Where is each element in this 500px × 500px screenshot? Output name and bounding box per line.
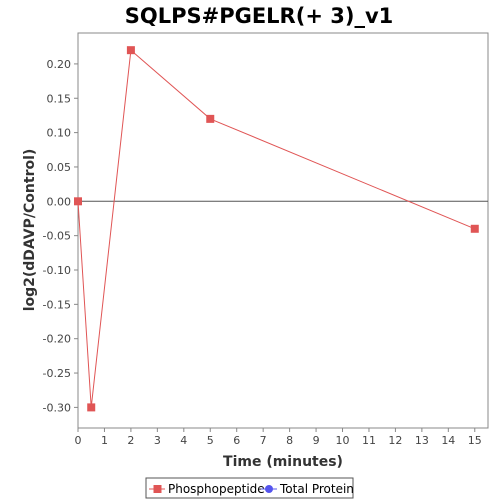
legend: Phosphopeptide Total Protein xyxy=(145,477,354,499)
y-tick-label: 0.05 xyxy=(47,161,72,174)
y-tick-label: -0.30 xyxy=(43,401,71,414)
data-point xyxy=(126,46,135,55)
x-tick-label: 2 xyxy=(127,434,134,447)
y-tick-label: -0.25 xyxy=(43,367,71,380)
legend-frame xyxy=(145,477,354,499)
legend-label-total-protein: Total Protein xyxy=(279,482,354,496)
y-tick-label: -0.10 xyxy=(43,264,71,277)
x-tick-label: 9 xyxy=(313,434,320,447)
y-axis-label: log2(dDAVP/Control) xyxy=(22,149,38,312)
y-axis: 0.20 0.15 0.10 0.05 0.00 -0.05 -0.10 -0.15 -0.20… xyxy=(43,58,78,414)
x-tick-label: 0 xyxy=(75,434,82,447)
legend-label-phosphopeptide: Phosphopeptide xyxy=(168,482,265,496)
chart-title: SQLPS#PGELR(+ 3)_v1 xyxy=(125,4,394,28)
y-tick-label: -0.05 xyxy=(43,230,71,243)
data-point xyxy=(74,197,82,206)
x-tick-label: 3 xyxy=(154,434,161,447)
legend-marker-phosphopeptide xyxy=(153,485,162,493)
data-point xyxy=(470,224,479,233)
x-axis-label: Time (minutes) xyxy=(223,454,343,470)
y-tick-label: -0.15 xyxy=(43,298,71,311)
data-point xyxy=(87,403,96,412)
x-tick-label: 4 xyxy=(180,434,187,447)
y-tick-label: 0.00 xyxy=(47,195,72,208)
plot-area xyxy=(77,32,489,429)
x-tick-label: 13 xyxy=(415,434,429,447)
y-tick-label: 0.20 xyxy=(47,58,72,71)
y-tick-label: 0.10 xyxy=(47,127,72,140)
x-tick-label: 1 xyxy=(101,434,108,447)
x-tick-label: 5 xyxy=(207,434,214,447)
x-tick-label: 8 xyxy=(286,434,293,447)
x-tick-label: 6 xyxy=(233,434,240,447)
series-layer xyxy=(74,46,479,412)
data-point xyxy=(206,114,215,123)
x-axis: 0 1 2 3 4 5 6 7 8 9 10 11 12 13 14 15 xyxy=(75,428,482,447)
legend-marker-total-protein xyxy=(265,485,273,493)
x-tick-label: 7 xyxy=(260,434,267,447)
x-tick-label: 10 xyxy=(336,434,350,447)
x-tick-label: 11 xyxy=(362,434,376,447)
y-tick-label: 0.15 xyxy=(47,92,72,105)
x-tick-label: 15 xyxy=(468,434,482,447)
x-tick-label: 12 xyxy=(388,434,402,447)
x-tick-label: 14 xyxy=(441,434,455,447)
y-tick-label: -0.20 xyxy=(43,333,71,346)
